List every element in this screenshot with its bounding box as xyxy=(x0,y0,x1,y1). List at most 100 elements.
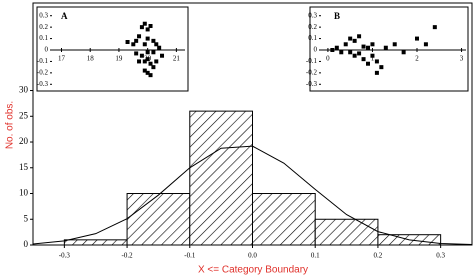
x-tick-label: 0.0 xyxy=(248,252,257,260)
scatter-point xyxy=(160,53,165,58)
x-tick-label: 17 xyxy=(58,55,66,63)
scatter-point xyxy=(154,42,159,47)
x-tick-label: 19 xyxy=(115,55,123,63)
x-tick-label: 3 xyxy=(460,55,464,63)
scatter-point xyxy=(423,42,428,47)
y-tick-label: -0.3 xyxy=(37,80,49,88)
x-tick-label: -0.1 xyxy=(184,252,196,260)
scatter-point xyxy=(383,45,388,50)
y-tick-label: 20 xyxy=(19,136,29,146)
histogram-bar xyxy=(252,193,316,246)
scatter-point xyxy=(145,70,150,75)
scatter-point xyxy=(137,34,142,39)
scatter-point xyxy=(379,65,384,70)
x-tick-label: 0.3 xyxy=(436,252,445,260)
scatter-point xyxy=(374,70,379,75)
y-tick-label: 10 xyxy=(19,188,29,198)
y-tick-label: -0.1 xyxy=(306,57,318,65)
normal-curve xyxy=(32,145,473,245)
x-tick-label: 2 xyxy=(415,55,419,63)
y-tick-label: 0.3 xyxy=(308,11,317,19)
scatter-point xyxy=(370,53,375,58)
scatter-point xyxy=(154,59,159,64)
scatter-point xyxy=(137,59,142,64)
y-tick-label: 0.1 xyxy=(39,34,48,42)
scatter-point xyxy=(145,50,150,55)
scatter-point xyxy=(139,25,144,30)
y-tick-label: 5 xyxy=(24,213,29,223)
scatter-point xyxy=(134,38,139,43)
scatter-point xyxy=(330,48,335,52)
scatter-point xyxy=(361,44,366,49)
scatter-point xyxy=(334,45,339,50)
x-tick-label: 1 xyxy=(371,55,375,63)
scatter-point xyxy=(401,50,406,55)
y-tick-label: -0.3 xyxy=(306,80,318,88)
histogram-bar xyxy=(314,218,379,246)
scatter-point xyxy=(142,59,147,64)
x-tick-label: 18 xyxy=(87,55,95,63)
y-tick-label: 0.3 xyxy=(39,11,48,19)
scatter-point xyxy=(125,40,130,44)
x-axis-label: X <= Category Boundary xyxy=(198,265,308,276)
scatter-point xyxy=(374,59,379,64)
scatter-point xyxy=(151,38,156,43)
scatter-point xyxy=(148,61,153,66)
scatter-point xyxy=(142,68,147,73)
histogram-bar xyxy=(63,239,128,246)
scatter-point xyxy=(157,45,162,50)
x-tick-label: 0.1 xyxy=(311,252,320,260)
scatter-point xyxy=(357,51,362,56)
x-tick-label: 21 xyxy=(173,55,181,63)
inset-label: A xyxy=(61,11,68,21)
scatter-point xyxy=(352,53,357,58)
scatter-point xyxy=(145,36,150,41)
scatter-point xyxy=(151,65,156,70)
scatter-point xyxy=(366,45,370,50)
y-tick-label: 0.1 xyxy=(308,34,317,42)
y-tick-label: 0 xyxy=(45,46,49,54)
scatter-point xyxy=(348,36,353,41)
scatter-point xyxy=(142,42,147,47)
scatter-point xyxy=(366,61,370,66)
y-tick-label: 0 xyxy=(314,46,318,54)
scatter-point xyxy=(145,27,150,32)
scatter-point xyxy=(348,50,353,55)
scatter-point xyxy=(148,73,153,78)
scatter-point xyxy=(352,38,357,43)
inset-frame xyxy=(36,6,189,92)
y-tick-label: 0.2 xyxy=(308,23,317,31)
y-tick-label: -0.1 xyxy=(37,57,49,65)
y-axis-label: No. of obs. xyxy=(5,101,16,149)
scatter-point xyxy=(142,21,147,26)
y-tick-label: 0.2 xyxy=(39,23,48,31)
scatter-point xyxy=(139,53,144,58)
scatter-point xyxy=(370,42,375,47)
histogram-bar xyxy=(126,193,191,246)
scatter-point xyxy=(148,24,153,28)
y-tick-label: 25 xyxy=(19,110,29,120)
scatter-point xyxy=(357,34,362,39)
histogram-bar xyxy=(189,110,254,246)
scatter-point xyxy=(134,51,139,56)
x-tick-label: -0.3 xyxy=(59,252,71,260)
inset-label: B xyxy=(334,11,340,21)
scatter-point xyxy=(339,50,344,55)
x-tick-label: 0.2 xyxy=(374,252,383,260)
y-tick-label: -0.2 xyxy=(37,68,49,76)
x-tick-label: -0.2 xyxy=(122,252,134,260)
scatter-point xyxy=(361,57,366,62)
scatter-point xyxy=(131,42,136,47)
scatter-point xyxy=(343,42,348,47)
scatter-point xyxy=(415,36,419,41)
scatter-point xyxy=(145,57,150,62)
scatter-point xyxy=(392,42,397,47)
scatter-point xyxy=(432,25,437,30)
y-tick-label: 30 xyxy=(19,85,29,95)
y-tick-label: 0 xyxy=(24,239,29,249)
y-tick-label: -0.2 xyxy=(306,68,318,76)
scatter-point xyxy=(151,50,156,55)
y-tick-label: 15 xyxy=(19,162,29,172)
x-tick-label: 0 xyxy=(326,55,330,63)
